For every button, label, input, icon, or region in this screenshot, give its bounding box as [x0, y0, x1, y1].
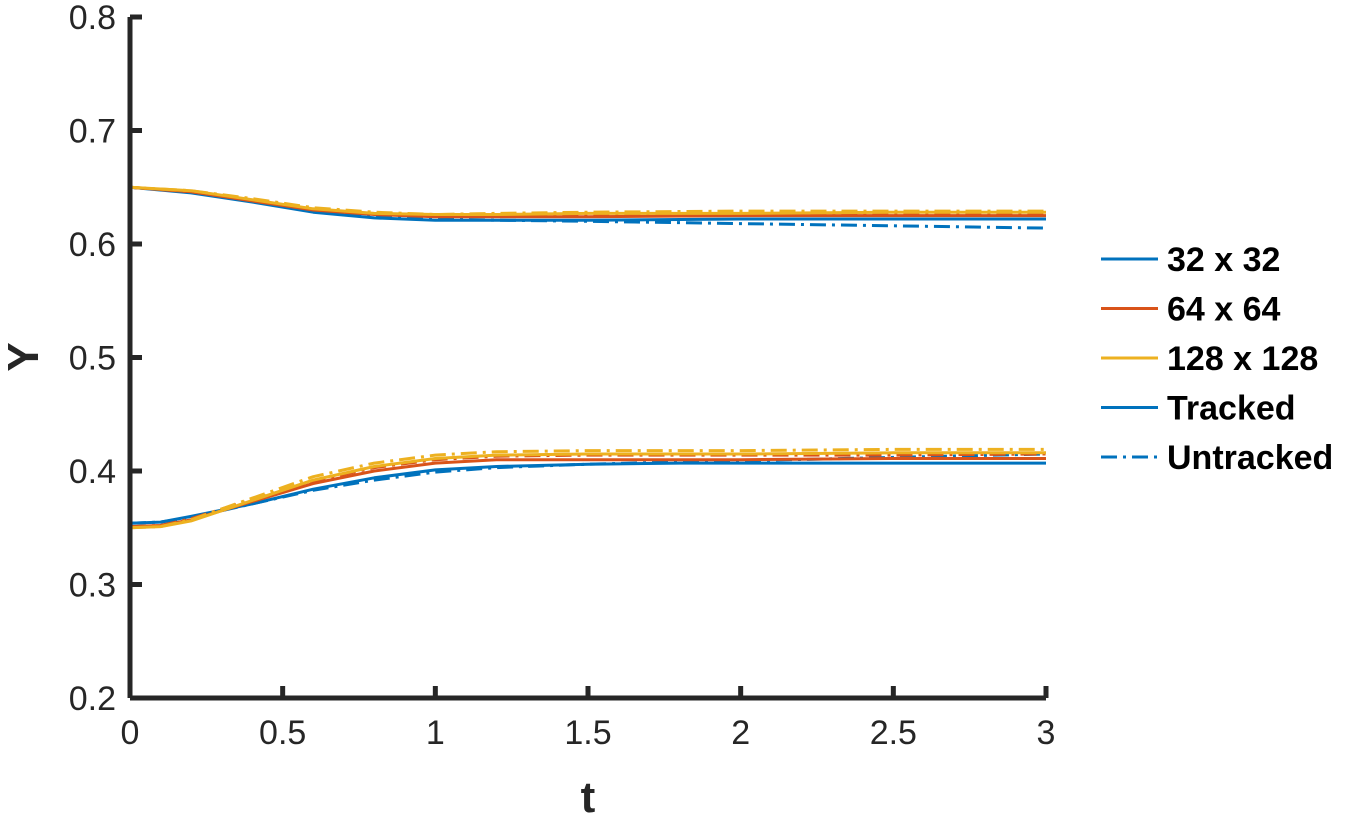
x-axis-title: t — [581, 773, 596, 817]
x-tick-label: 1.5 — [564, 714, 611, 752]
legend-label: Untracked — [1167, 439, 1333, 477]
series-line-10 — [129, 451, 1046, 530]
legend-label: 32 x 32 — [1167, 241, 1280, 279]
y-tick-label: 0.7 — [69, 113, 116, 151]
x-tick-label: 2.5 — [870, 714, 917, 752]
legend-item: Untracked — [1101, 439, 1333, 477]
y-tick-label: 0.5 — [69, 340, 116, 378]
legend-item: 64 x 64 — [1101, 291, 1281, 329]
x-tick-label: 1 — [426, 714, 445, 752]
y-tick-label: 0.2 — [69, 680, 116, 718]
series-line-7 — [129, 452, 1047, 525]
series-line-11 — [129, 447, 1046, 530]
x-tick-label: 0 — [121, 714, 140, 752]
series-line-5 — [129, 185, 1046, 216]
y-tick-label: 0.8 — [69, 0, 116, 37]
axes-layer — [127, 17, 1046, 701]
y-tick-label: 0.6 — [69, 226, 116, 264]
series-layer — [129, 185, 1047, 530]
series-line-8 — [129, 457, 1046, 529]
legend-label: 64 x 64 — [1167, 291, 1281, 329]
legend-label: Tracked — [1167, 390, 1296, 428]
legend-item: 32 x 32 — [1101, 241, 1280, 279]
legend-label: 128 x 128 — [1167, 340, 1318, 378]
x-tick-label: 2 — [731, 714, 750, 752]
legend-item: Tracked — [1101, 390, 1296, 428]
y-tick-label: 0.3 — [69, 567, 116, 605]
y-tick-label: 0.4 — [69, 453, 116, 491]
y-axis-title: Y — [0, 342, 48, 371]
series-line-1 — [129, 185, 1047, 230]
x-tick-label: 3 — [1037, 714, 1056, 752]
x-tick-label: 0.5 — [259, 714, 306, 752]
legend-item: 128 x 128 — [1101, 340, 1318, 378]
ticks-layer: 0 0.5 1 1.5 2 2.5 3 0.2 0.3 0.4 0.5 0.6 0.7 0.8 — [69, 0, 1056, 752]
legend: 32 x 32 64 x 64 128 x 128 Tracked Untracked — [1101, 241, 1333, 477]
series-line-6 — [129, 461, 1046, 525]
